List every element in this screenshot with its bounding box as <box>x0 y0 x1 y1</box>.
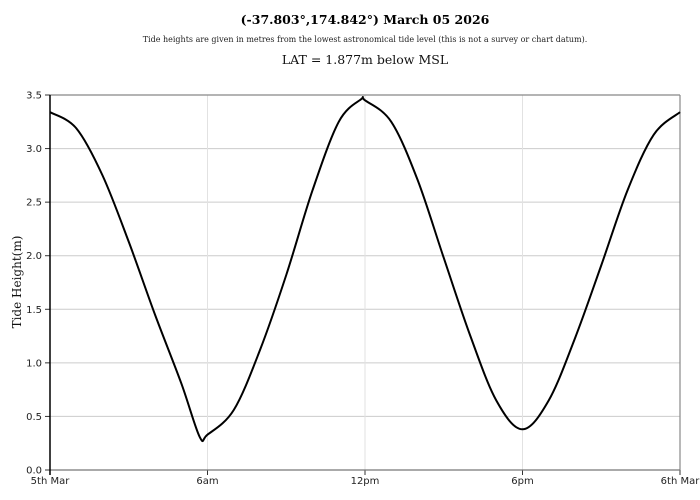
tide-height-line <box>49 96 681 443</box>
y-tick-label: 2.0 <box>26 251 42 262</box>
y-tick-label: 2.5 <box>26 198 42 209</box>
lat-note: LAT = 1.877m below MSL <box>281 52 449 67</box>
y-tick-label: 0.0 <box>26 466 42 477</box>
y-tick-label: 3.5 <box>26 91 42 102</box>
y-tick-label: 0.5 <box>26 412 42 423</box>
axes <box>45 94 681 475</box>
y-tick-label: 1.5 <box>26 305 42 316</box>
chart-subtitle: Tide heights are given in metres from th… <box>142 35 588 44</box>
y-axis-label: Tide Height(m) <box>10 236 24 329</box>
chart-title: (-37.803°,174.842°) March 05 2026 <box>240 12 490 27</box>
y-tick-label: 1.0 <box>26 358 42 369</box>
grid-lines <box>50 95 680 470</box>
x-tick-label: 12pm <box>351 476 380 487</box>
x-tick-label: 6th Mar <box>661 476 700 487</box>
tick-labels: 0.0 0.5 1.0 1.5 2.0 2.5 3.0 3.5 5th Mar 6am 12pm 6p… <box>26 91 700 488</box>
x-tick-label: 6pm <box>511 476 533 487</box>
x-tick-label: 6am <box>196 476 218 487</box>
y-tick-label: 3.0 <box>26 144 42 155</box>
x-tick-label: 5th Mar <box>31 476 71 487</box>
